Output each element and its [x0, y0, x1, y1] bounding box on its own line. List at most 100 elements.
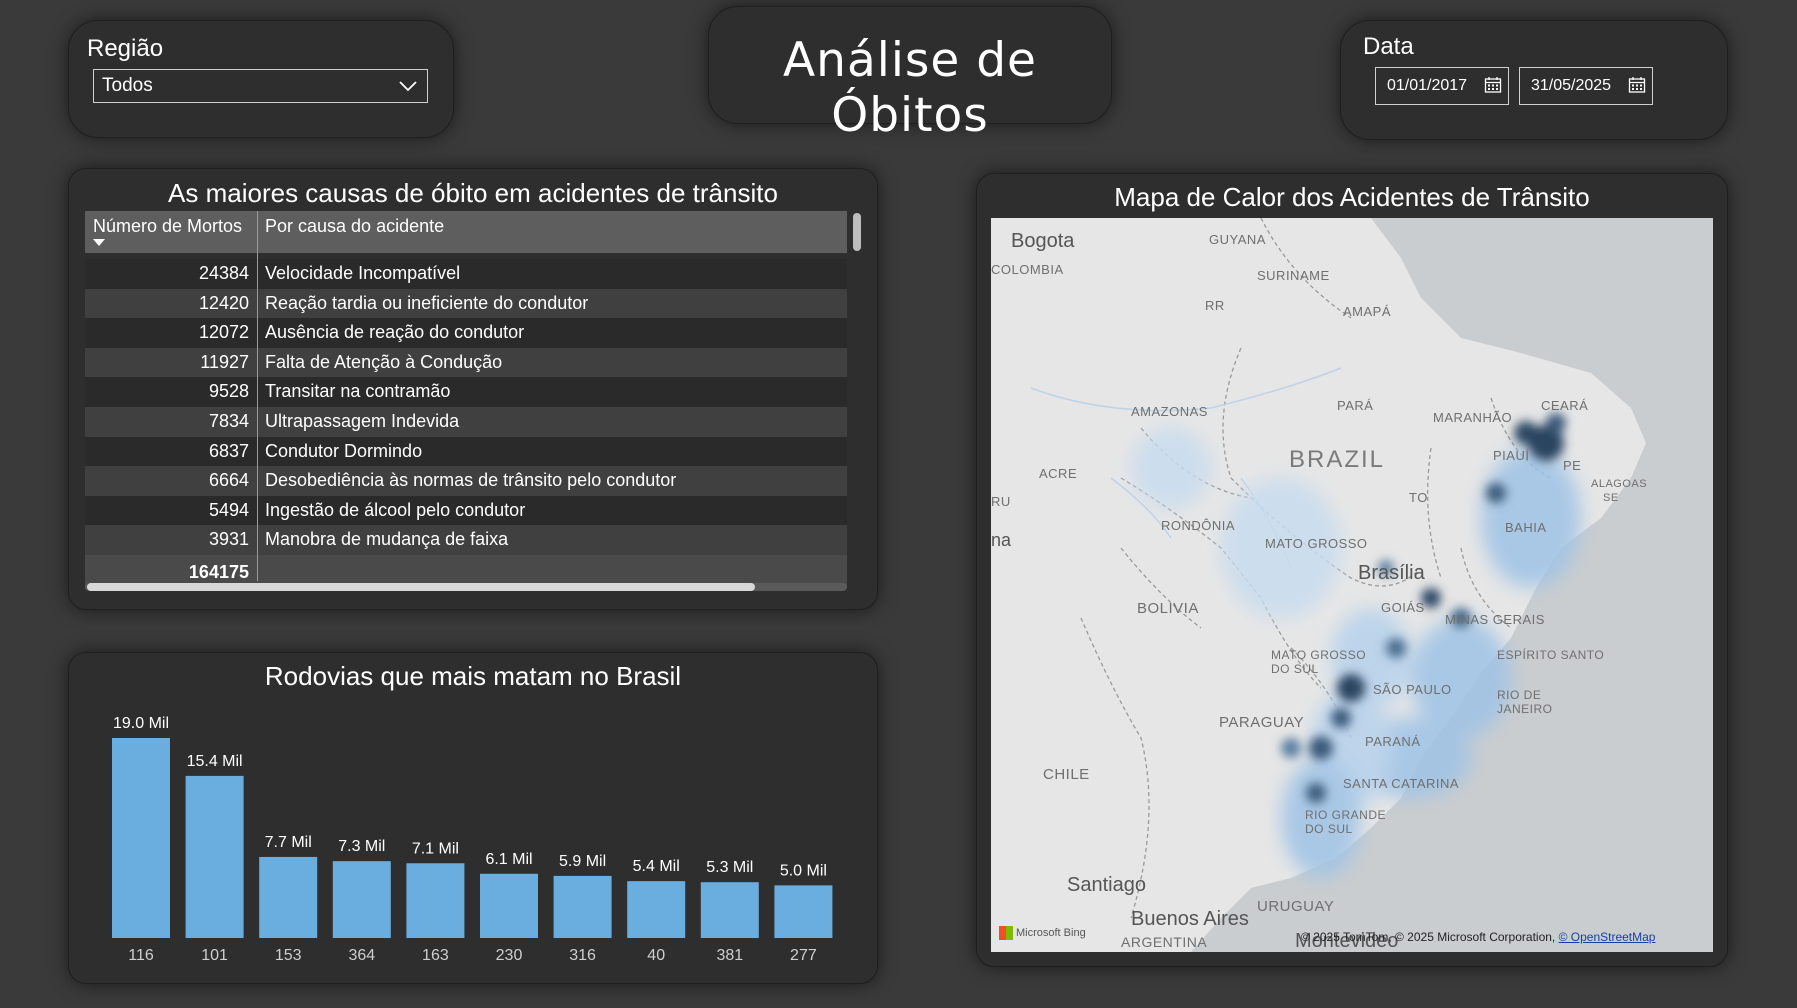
map-label: BRAZIL [1289, 446, 1386, 473]
bar[interactable] [185, 775, 244, 938]
end-date-input[interactable]: 31/05/2025 [1519, 67, 1653, 105]
title-card: Análise de Óbitos [708, 6, 1112, 143]
region-dropdown-value: Todos [102, 75, 153, 96]
map-canvas [991, 218, 1646, 952]
table-row[interactable]: 6837 Condutor Dormindo [85, 436, 847, 467]
deaths-cell: 12420 [198, 292, 249, 313]
bar[interactable] [627, 881, 686, 938]
region-dropdown[interactable]: Todos [93, 69, 428, 103]
bar[interactable] [480, 873, 538, 938]
data-label: 5.9 Mil [559, 853, 606, 870]
data-label: 7.1 Mil [412, 840, 459, 857]
map-label: PE [1563, 458, 1582, 473]
deaths-cell: 7834 [208, 411, 249, 431]
bar[interactable] [332, 861, 391, 938]
vertical-scrollbar[interactable] [851, 211, 863, 589]
cause-cell: Manobra de mudança de faixa [265, 529, 509, 550]
page-title: Análise de Óbitos [783, 33, 1037, 143]
table-row[interactable]: 3931 Manobra de mudança de faixa [85, 525, 847, 555]
table-row[interactable]: 9528 Transitar na contramão [85, 377, 847, 407]
date-slicer-label: Data [1363, 33, 1414, 60]
map-label: PARANÁ [1365, 734, 1421, 749]
category-label: 153 [275, 947, 302, 964]
map-label: GOIÁS [1381, 600, 1425, 615]
table-row[interactable]: 6664 Desobediência às normas de trânsito … [85, 466, 847, 496]
horizontal-scrollbar[interactable] [85, 581, 847, 593]
scroll-thumb[interactable] [87, 583, 755, 591]
column-header-deaths[interactable]: Número de Mortos [93, 216, 243, 236]
region-slicer: Região Todos [68, 20, 454, 138]
sort-descending-icon[interactable] [93, 239, 105, 246]
data-label: 5.3 Mil [706, 859, 753, 876]
bar[interactable] [774, 885, 833, 938]
table-row[interactable]: 24384 Velocidade Incompatível [85, 259, 847, 289]
deaths-cell: 9528 [208, 381, 249, 402]
table-row[interactable]: 11927 Falta de Atenção à Condução [85, 347, 847, 378]
map-label: Montevideo [1295, 930, 1399, 952]
map-label: AMAZONAS [1131, 404, 1208, 419]
bar[interactable] [700, 882, 759, 938]
map-label: MATO GROSSO DO SUL [1271, 648, 1367, 676]
bar[interactable] [259, 856, 318, 938]
start-date-value: 01/01/2017 [1387, 77, 1468, 94]
map-label: RU [991, 494, 1011, 509]
deaths-cell: 6664 [208, 470, 249, 491]
bar[interactable] [406, 863, 465, 938]
map-label: SÃO PAULO [1373, 682, 1452, 697]
region-slicer-label: Região [87, 35, 164, 62]
map-label: AMAPÁ [1343, 304, 1392, 319]
map-label: PARÁ [1337, 398, 1374, 413]
cause-cell: Condutor Dormindo [265, 440, 423, 461]
map-label: PIAUÍ [1493, 448, 1530, 463]
map-label: RONDÔNIA [1161, 518, 1236, 533]
column-header-cause[interactable]: Por causa do acidente [265, 216, 445, 236]
category-label: 277 [790, 947, 817, 964]
map-label: CEARÁ [1541, 398, 1589, 413]
calendar-icon[interactable] [1628, 76, 1646, 94]
bar[interactable] [553, 875, 612, 938]
data-label: 15.4 Mil [187, 753, 243, 770]
cause-cell: Transitar na contramão [265, 381, 451, 402]
table-row[interactable]: 7834 Ultrapassagem Indevida [85, 407, 847, 437]
data-label: 19.0 Mil [113, 715, 169, 732]
scroll-thumb[interactable] [853, 213, 861, 251]
category-label: 230 [496, 947, 523, 964]
bar[interactable] [112, 738, 170, 938]
map-label: GUYANA [1209, 232, 1266, 247]
deaths-cell: 24384 [198, 263, 249, 283]
calendar-icon[interactable] [1484, 76, 1502, 94]
heat-map[interactable]: Bogota COLOMBIA GUYANA SURINAME RR AMAPÁ… [991, 218, 1713, 952]
category-label: 381 [716, 947, 743, 964]
data-label: 5.4 Mil [633, 858, 680, 875]
category-label: 101 [201, 947, 228, 964]
bar-chart: 19.0 Mil 116 15.4 Mil 101 7.7 Mil 153 7.3 Mil 3… [112, 715, 833, 964]
heat-map-card: Mapa de Calor dos Acidentes de Trânsito [976, 173, 1728, 967]
deaths-cell: 5494 [208, 499, 249, 520]
category-label: 40 [647, 947, 665, 964]
cause-cell: Velocidade Incompatível [265, 263, 461, 283]
map-label: ALAGOAS [1591, 478, 1648, 490]
cause-cell: Falta de Atenção à Condução [265, 351, 503, 372]
deaths-cell: 11927 [200, 351, 249, 372]
map-title: Mapa de Calor dos Acidentes de Trânsito [1114, 182, 1590, 212]
table-row[interactable]: 12420 Reação tardia ou ineficiente do con… [85, 288, 847, 319]
map-label: ESPÍRITO SANTO [1497, 648, 1605, 662]
causes-table-card: As maiores causas de óbito em acidentes … [68, 168, 878, 610]
openstreetmap-link[interactable]: © OpenStreetMap [1558, 930, 1656, 944]
start-date-input[interactable]: 01/01/2017 [1375, 67, 1509, 105]
microsoft-logo-icon [999, 926, 1013, 940]
map-attribution: © 2025 TomTom, © 2025 Microsoft Corporat… [1301, 930, 1655, 944]
map-label: RIO GRANDE DO SUL [1305, 808, 1387, 836]
cause-cell: Desobediência às normas de trânsito pelo… [265, 470, 677, 491]
table-row[interactable]: 12072 Ausência de reação do condutor [85, 318, 847, 348]
cause-cell: Ausência de reação do condutor [265, 322, 525, 343]
map-label: Santiago [1067, 874, 1146, 896]
map-label: Buenos Aires [1131, 908, 1249, 930]
provider-label: Microsoft Bing [1016, 926, 1086, 939]
map-label: MARANHÃO [1433, 410, 1513, 425]
table-row[interactable]: 5494 Ingestão de álcool pelo condutor [85, 495, 847, 526]
map-label: URUGUAY [1257, 898, 1335, 915]
map-label: Bogota [1011, 230, 1075, 252]
map-label: ARGENTINA [1121, 934, 1208, 950]
deaths-cell: 3931 [208, 529, 249, 550]
